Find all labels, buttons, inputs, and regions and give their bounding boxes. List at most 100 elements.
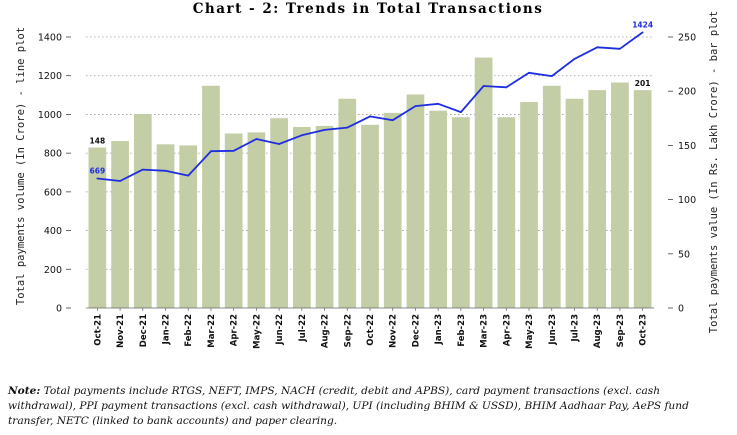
bar <box>111 141 129 308</box>
x-tick-label: Apr-23 <box>502 314 512 346</box>
bar <box>474 57 493 308</box>
line-point <box>414 105 417 108</box>
line-point <box>232 149 235 152</box>
bar <box>497 117 516 308</box>
bar <box>88 147 107 308</box>
x-tick-label: Jul-22 <box>298 314 308 343</box>
y-tick-left: 1000 <box>38 110 62 121</box>
bar <box>133 113 152 309</box>
x-tick-label: Jun-22 <box>275 314 285 346</box>
bar <box>611 82 629 308</box>
y-tick-right: 100 <box>678 195 696 206</box>
y-tick-right: 0 <box>678 304 684 315</box>
bar <box>270 118 288 308</box>
line-point <box>391 119 394 122</box>
line-point <box>505 86 508 89</box>
line-point <box>96 177 99 180</box>
bar <box>202 85 220 308</box>
y-axis-right-label: Total payments value (In Rs. Lakh Crore)… <box>708 11 720 333</box>
y-tick-left: 600 <box>44 187 62 198</box>
chart-title: Chart - 2: Trends in Total Transactions <box>193 1 544 17</box>
bar-series <box>88 57 652 309</box>
bar <box>588 90 607 308</box>
line-point <box>459 111 462 114</box>
x-tick-label: Oct-21 <box>93 314 103 346</box>
x-tick-label: Feb-22 <box>184 314 194 347</box>
bar <box>338 98 357 309</box>
line-point <box>119 180 121 182</box>
bar <box>247 132 266 308</box>
x-tick-label: Sep-22 <box>343 314 353 347</box>
y-tick-right: 250 <box>678 33 696 44</box>
data-labels: 148 201 669 1424 <box>90 20 654 175</box>
x-tick-label: Sep-23 <box>616 314 626 347</box>
line-point <box>437 102 440 105</box>
line-point <box>141 168 144 171</box>
y-tick-left: 800 <box>44 149 62 160</box>
x-tick-label: Jan-22 <box>162 314 172 345</box>
x-tick-label: Oct-22 <box>366 314 376 346</box>
y-axis-left-label: Total payments volume (In Crore) - line … <box>15 27 27 305</box>
x-tick-label: May-23 <box>525 314 535 349</box>
line-point <box>300 134 303 137</box>
x-tick-label: Dec-21 <box>139 314 149 347</box>
note-text: Total payments include RTGS, NEFT, IMPS,… <box>8 385 689 427</box>
x-tick-label: Aug-23 <box>593 314 603 348</box>
note-label: Note: <box>8 385 41 397</box>
bar <box>406 94 425 309</box>
x-tick-label: Nov-21 <box>116 314 126 348</box>
x-tick-label: Dec-22 <box>411 314 421 347</box>
y-tick-right: 200 <box>678 87 696 98</box>
line-series <box>96 31 644 182</box>
line-point <box>323 129 326 131</box>
line-point <box>619 47 621 50</box>
x-tick-label: Jul-23 <box>570 314 580 343</box>
data-label: 669 <box>90 167 106 176</box>
line-point <box>573 57 576 60</box>
line-point <box>550 75 553 78</box>
chart-note: Note: Total payments include RTGS, NEFT,… <box>8 384 730 429</box>
y-tick-right: 50 <box>678 249 690 260</box>
bar <box>542 85 561 308</box>
x-tick-label: Oct-23 <box>639 314 649 346</box>
data-label: 1424 <box>632 20 653 29</box>
x-tick-label: Feb-23 <box>457 314 467 347</box>
bar <box>156 144 175 308</box>
bar <box>429 110 448 308</box>
y-tick-left: 1400 <box>38 33 62 44</box>
x-tick-label: Mar-22 <box>207 314 217 348</box>
bar <box>633 90 652 308</box>
y-tick-left: 400 <box>44 226 62 237</box>
data-label: 201 <box>635 79 651 88</box>
bar <box>383 112 402 308</box>
axes: 0 200 400 600 800 1000 1200 1400 0 50 100 150 200 250… <box>38 33 696 349</box>
y-tick-left: 200 <box>44 265 62 276</box>
x-tick-label: Aug-22 <box>321 314 331 348</box>
line-point <box>187 174 190 177</box>
line-point <box>210 150 212 153</box>
line-point <box>596 46 599 49</box>
x-tick-label: Apr-22 <box>230 314 240 346</box>
line-point <box>278 143 281 145</box>
bar <box>315 125 334 308</box>
y-tick-left: 1200 <box>38 71 62 82</box>
bar <box>361 124 379 308</box>
data-label: 148 <box>90 137 106 146</box>
bar <box>565 98 584 309</box>
y-tick-left: 0 <box>56 304 62 315</box>
line-point <box>369 115 371 118</box>
line-point <box>528 71 530 74</box>
y-tick-right: 150 <box>678 141 696 152</box>
bar <box>179 145 198 308</box>
bar <box>452 117 470 308</box>
bar <box>292 126 311 308</box>
x-tick-label: Mar-23 <box>480 314 490 348</box>
line-point <box>482 85 485 87</box>
line-point <box>346 126 349 129</box>
x-tick-label: Jan-23 <box>434 314 444 345</box>
line-point <box>255 138 258 140</box>
x-tick-label: May-22 <box>252 314 262 349</box>
line-point <box>641 31 644 34</box>
x-tick-label: Jun-23 <box>548 314 558 346</box>
